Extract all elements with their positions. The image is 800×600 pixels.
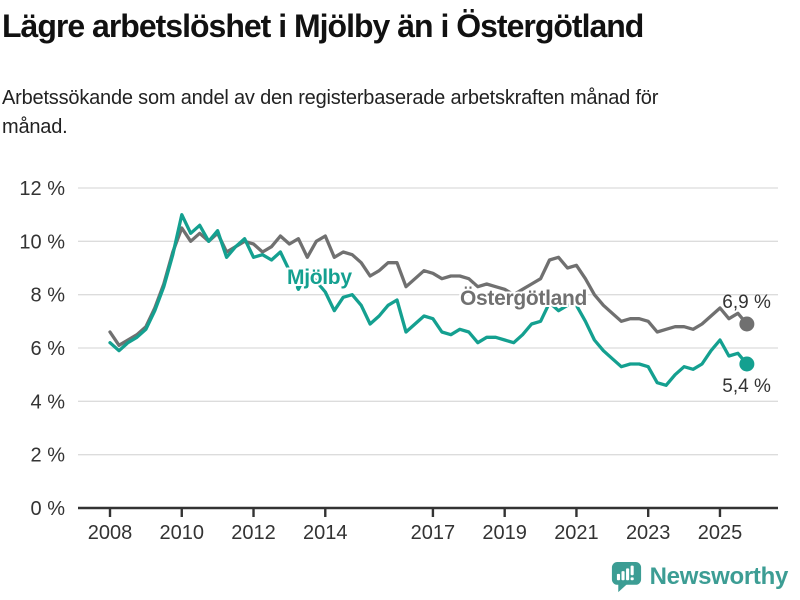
- x-axis-tick-label: 2010: [160, 522, 205, 544]
- y-axis-tick-label: 4 %: [31, 391, 66, 413]
- x-axis-tick-label: 2019: [482, 522, 527, 544]
- end-value-label: 5,4 %: [722, 376, 771, 397]
- series-inline-label: Östergötland: [460, 287, 587, 310]
- series-line-mjolby: [108, 213, 749, 387]
- y-axis-tick-label: 8 %: [31, 285, 66, 307]
- brand-footer: Newsworthy: [611, 560, 788, 594]
- gridlines: 12 % 10 % 8 % 6 % 4 % 2 % 0 %: [19, 178, 778, 520]
- chart-labels: 5,4 % Mjölby 6,9 % Östergötland: [285, 264, 771, 397]
- series-end-dot-ostergotland: [739, 316, 755, 332]
- y-axis-tick-label: 0 %: [31, 498, 66, 520]
- y-axis-tick-label: 12 %: [19, 178, 65, 200]
- x-axis-tick-label: 2008: [88, 522, 133, 544]
- x-axis-tick-label: 2014: [303, 522, 348, 544]
- x-axis-tick-label: 2023: [626, 522, 671, 544]
- chart-subtitle: Arbetssökande som andel av den registerb…: [2, 87, 659, 138]
- page-title: Lägre arbetslöshet i Mjölby än i Östergö…: [2, 8, 644, 44]
- x-axis-tick-label: 2025: [698, 522, 743, 544]
- end-value-label: 6,9 %: [722, 292, 771, 313]
- x-axis: 2008 2010 2012 2014 2017 2019 2021 2023 2025: [88, 509, 742, 544]
- y-axis-tick-label: 6 %: [31, 338, 66, 360]
- data-series: [108, 213, 755, 387]
- x-axis-tick-label: 2017: [411, 522, 456, 544]
- brand-name: Newsworthy: [649, 563, 789, 590]
- series-line-ostergotland: [108, 226, 749, 347]
- newsworthy-logo-icon: [611, 561, 641, 592]
- y-axis-tick-label: 10 %: [19, 231, 65, 253]
- y-axis-tick-label: 2 %: [31, 445, 66, 467]
- x-axis-tick-label: 2012: [231, 522, 276, 544]
- series-end-dot-mjolby: [739, 356, 755, 372]
- series-inline-label: Mjölby: [287, 266, 352, 289]
- x-axis-tick-label: 2021: [554, 522, 599, 544]
